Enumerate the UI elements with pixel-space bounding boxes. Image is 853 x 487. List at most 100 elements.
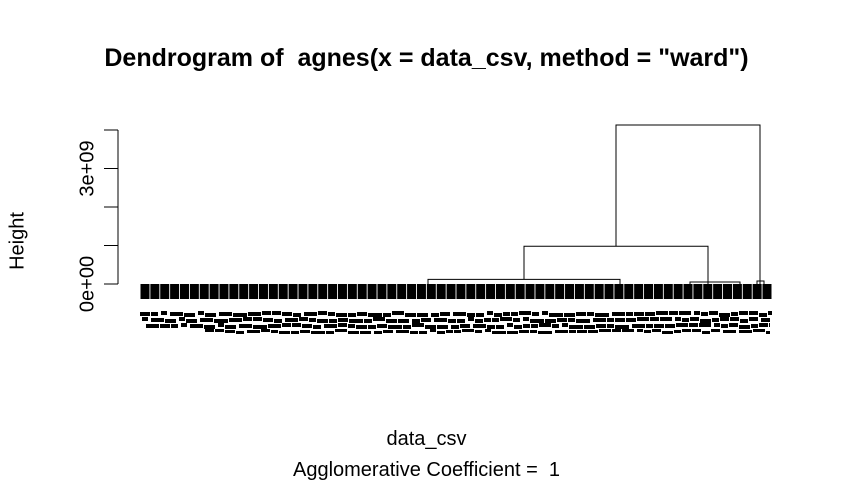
leaf-stub xyxy=(416,284,426,299)
leaf-label-mark xyxy=(300,330,310,333)
leaf-label-mark xyxy=(388,325,402,329)
leaf-stub xyxy=(160,284,170,299)
leaf-label-mark xyxy=(476,313,484,317)
dendrogram-branch xyxy=(427,278,621,284)
leaf-stub xyxy=(426,284,436,299)
leaf-label-mark xyxy=(268,324,281,328)
leaf-label-mark xyxy=(430,329,436,332)
leaf-label-mark xyxy=(261,329,270,332)
leaf-stub xyxy=(535,284,545,299)
leaf-label-mark xyxy=(434,318,447,322)
leaf-label-mark xyxy=(473,324,486,328)
dendrogram-branch xyxy=(689,281,741,284)
leaf-label-mark xyxy=(622,329,634,332)
leaf-label-mark xyxy=(285,318,298,322)
leaf-label-mark xyxy=(665,324,675,328)
leaf-stub xyxy=(288,284,298,299)
leaf-label-mark xyxy=(386,319,397,323)
leaf-label-mark xyxy=(646,324,653,328)
leaf-label-mark xyxy=(532,312,539,316)
leaf-label-mark xyxy=(279,331,290,334)
leaf-label-mark xyxy=(475,319,483,323)
leaf-label-mark xyxy=(766,331,770,334)
leaf-label-mark xyxy=(569,330,576,333)
leaf-stub xyxy=(199,284,209,299)
leaf-label-mark xyxy=(271,330,278,333)
leaf-label-mark xyxy=(338,318,348,322)
leaf-label-mark xyxy=(626,312,633,316)
leaf-label-mark xyxy=(335,329,347,332)
leaf-stub xyxy=(377,284,387,299)
leaf-label-mark xyxy=(364,319,372,323)
leaf-label-mark xyxy=(239,324,252,328)
leaf-label-mark xyxy=(542,311,548,315)
leaf-label-mark xyxy=(412,323,424,327)
leaf-stub xyxy=(653,284,663,299)
leaf-label-mark xyxy=(612,312,625,316)
leaf-label-mark xyxy=(669,311,678,315)
leaf-label-mark xyxy=(682,329,691,332)
leaf-label-mark xyxy=(539,323,551,327)
leaf-label-mark xyxy=(302,324,312,328)
leaf-label-mark xyxy=(674,330,681,333)
leaf-label-mark xyxy=(607,318,614,322)
leaf-label-mark xyxy=(709,311,718,315)
leaf-label-mark xyxy=(448,319,456,323)
leaf-label-mark xyxy=(357,312,367,316)
leaf-stub xyxy=(574,284,584,299)
leaf-stub xyxy=(308,284,318,299)
leaf-label-mark xyxy=(160,324,170,328)
leaf-stub xyxy=(387,284,397,299)
leaf-label-mark xyxy=(356,325,367,329)
leaf-label-mark xyxy=(569,325,583,329)
leaf-stub xyxy=(703,284,713,299)
leaf-stub xyxy=(495,284,505,299)
leaf-label-mark xyxy=(253,325,267,329)
leaf-label-mark xyxy=(768,311,772,315)
leaf-stub xyxy=(337,284,347,299)
leaf-label-mark xyxy=(262,311,271,315)
leaf-label-mark xyxy=(576,312,586,316)
leaf-label-mark xyxy=(714,323,720,327)
leaf-label-mark xyxy=(467,313,475,317)
leaf-stub xyxy=(318,284,328,299)
leaf-label-mark xyxy=(487,311,493,315)
leaf-label-mark xyxy=(437,325,448,329)
leaf-label-mark xyxy=(739,325,750,329)
leaf-stub xyxy=(219,284,229,299)
leaf-label-mark xyxy=(304,312,317,316)
leaf-label-mark xyxy=(549,313,563,317)
leaf-label-mark xyxy=(326,331,334,334)
leaf-label-mark xyxy=(243,317,252,321)
leaf-label-mark xyxy=(507,323,513,327)
leaf-stub xyxy=(229,284,239,299)
leaf-label-mark xyxy=(538,331,552,334)
leaf-label-mark xyxy=(494,313,502,317)
leaf-label-mark xyxy=(531,324,538,328)
leaf-label-mark xyxy=(373,317,385,321)
leaf-label-mark xyxy=(457,319,465,323)
leaf-label-mark xyxy=(184,313,195,317)
leaf-stub xyxy=(258,284,268,299)
leaf-label-mark xyxy=(233,313,247,317)
leaf-label-mark xyxy=(200,318,213,322)
leaf-label-mark xyxy=(421,318,431,322)
leaf-label-mark xyxy=(599,329,611,332)
leaf-label-mark xyxy=(453,312,466,316)
chart-subtitle: Agglomerative Coefficient = 1 xyxy=(292,459,560,481)
x-axis-label: data_csv xyxy=(386,428,467,450)
leaf-stub xyxy=(752,284,762,299)
leaf-stub xyxy=(209,284,219,299)
leaf-label-mark xyxy=(615,325,629,329)
leaf-stub xyxy=(683,284,693,299)
leaf-stub xyxy=(673,284,683,299)
leaf-label-mark xyxy=(348,324,355,328)
leaf-label-mark xyxy=(634,312,644,316)
leaf-stub xyxy=(624,284,634,299)
leaf-label-mark xyxy=(440,312,450,316)
leaf-label-mark xyxy=(552,324,559,328)
leaf-label-mark xyxy=(612,329,621,332)
leaf-label-mark xyxy=(282,312,292,316)
leaf-label-mark xyxy=(500,317,512,321)
leaf-label-mark xyxy=(425,325,436,329)
